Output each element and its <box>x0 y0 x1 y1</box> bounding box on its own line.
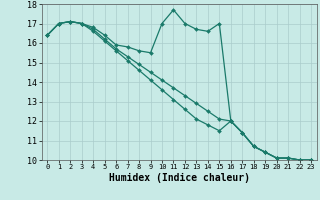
X-axis label: Humidex (Indice chaleur): Humidex (Indice chaleur) <box>109 173 250 183</box>
